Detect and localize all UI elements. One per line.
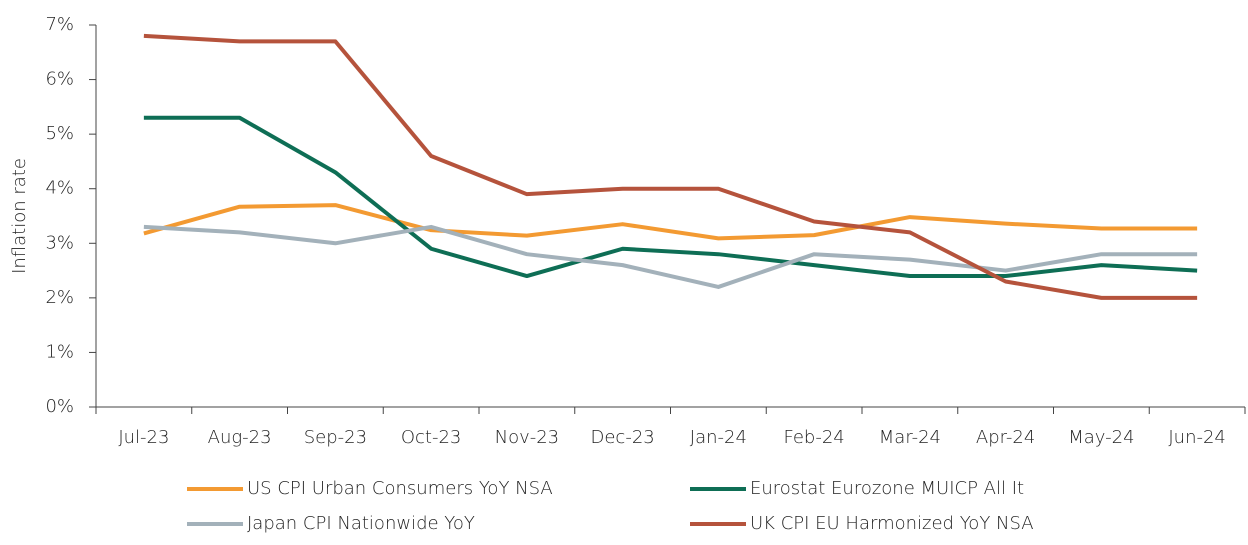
series-line: [143, 224, 1198, 289]
y-axis-label: Inflation rate: [9, 158, 30, 274]
x-tick-label: Feb-24: [783, 427, 844, 448]
legend-label: Eurostat Eurozone MUICP All It: [750, 478, 1024, 499]
series-line: [143, 203, 1198, 241]
x-tick-label: Jul-23: [118, 427, 169, 448]
y-tick-label: 2%: [45, 287, 74, 308]
legend-label: Japan CPI Nationwide YoY: [247, 513, 475, 534]
legend-label: US CPI Urban Consumers YoY NSA: [247, 478, 553, 499]
x-tick-label: Apr-24: [976, 427, 1035, 448]
x-tick-label: Nov-23: [495, 427, 560, 448]
y-tick-label: 5%: [45, 123, 74, 144]
series-line: [143, 33, 1198, 300]
legend-label: UK CPI EU Harmonized YoY NSA: [750, 513, 1034, 534]
x-tick-label: Aug-23: [208, 427, 272, 448]
y-tick-label: 0%: [45, 396, 74, 417]
series-line: [143, 115, 1198, 279]
y-tick-label: 1%: [45, 341, 74, 362]
x-tick-label: Sep-23: [304, 427, 367, 448]
y-tick-label: 7%: [45, 14, 74, 35]
x-tick-label: Mar-24: [879, 427, 941, 448]
x-tick-label: May-24: [1068, 427, 1134, 448]
x-tick-label: Oct-23: [401, 427, 462, 448]
y-tick-label: 3%: [45, 232, 74, 253]
x-tick-label: Jan-24: [690, 427, 747, 448]
x-tick-label: Dec-23: [591, 427, 655, 448]
y-tick-label: 6%: [45, 69, 74, 90]
x-tick-label: Jun-24: [1168, 427, 1226, 448]
y-tick-label: 4%: [45, 178, 74, 199]
